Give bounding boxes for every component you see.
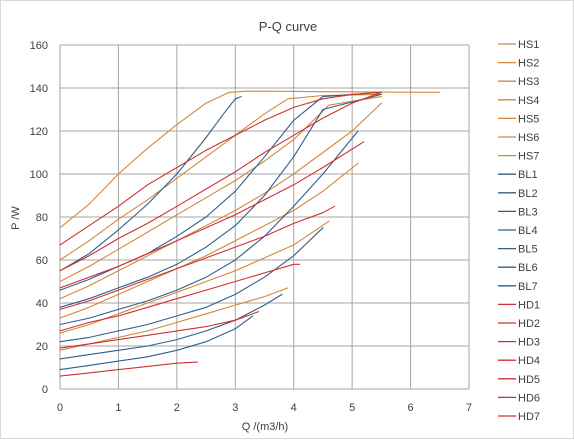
x-tick-label: 1 <box>115 402 121 414</box>
x-tick-label: 6 <box>408 402 414 414</box>
y-tick-label: 0 <box>42 384 48 396</box>
legend-label-bl2: BL2 <box>518 188 538 200</box>
legend-label-hd4: HD4 <box>518 355 540 367</box>
series-line-bl3 <box>59 93 382 308</box>
series-line-hs7 <box>59 287 289 351</box>
series-line-hs4 <box>59 102 382 300</box>
legend: HS1 HS2 HS3 HS4 HS5 HS6 HS7 BL1 BL2 BL3 BL4 BL5 BL6 B… <box>498 39 540 423</box>
x-axis-label: Q /(m3/h) <box>242 421 288 433</box>
grid-layer <box>59 44 470 390</box>
series-layer <box>59 90 441 377</box>
series-line-hs5 <box>59 162 359 319</box>
series-line-hd7 <box>59 361 198 377</box>
legend-label-hd3: HD3 <box>518 337 540 349</box>
legend-label-hs3: HS3 <box>518 76 539 88</box>
series-line-bl2 <box>59 91 382 291</box>
x-tick-label: 0 <box>57 402 63 414</box>
legend-label-hs7: HS7 <box>518 151 539 163</box>
series-line-hd5 <box>59 263 301 332</box>
legend-label-hs2: HS2 <box>518 58 539 70</box>
legend-label-bl5: BL5 <box>518 244 538 256</box>
y-tick-label: 40 <box>36 298 48 310</box>
legend-label-hd2: HD2 <box>518 318 540 330</box>
series-line-bl7 <box>59 315 254 371</box>
series-line-hd4 <box>59 205 336 310</box>
series-line-hs1 <box>59 90 441 229</box>
legend-label-bl6: BL6 <box>518 262 538 274</box>
y-tick-label: 100 <box>30 169 48 181</box>
y-tick-label: 140 <box>30 83 48 95</box>
legend-label-hd6: HD6 <box>518 392 540 404</box>
x-tick-label: 2 <box>174 402 180 414</box>
y-tick-label: 20 <box>36 341 48 353</box>
legend-label-hd5: HD5 <box>518 374 540 386</box>
series-line-bl5 <box>59 227 324 343</box>
series-line-hd1 <box>59 91 382 246</box>
series-line-hs6 <box>59 220 330 334</box>
tick-layer: 0 20 40 60 80 100 120 140 160 0 1 2 3 4 5 6 7 <box>30 40 472 414</box>
legend-label-hd1: HD1 <box>518 299 540 311</box>
series-line-hd6 <box>59 311 260 349</box>
legend-label-hs5: HS5 <box>518 113 539 125</box>
x-tick-label: 3 <box>232 402 238 414</box>
x-tick-label: 5 <box>349 402 355 414</box>
y-tick-label: 160 <box>30 40 48 52</box>
chart-title: P-Q curve <box>259 19 318 34</box>
legend-label-hd7: HD7 <box>518 411 540 423</box>
y-tick-label: 80 <box>36 212 48 224</box>
y-tick-label: 120 <box>30 126 48 138</box>
legend-label-bl1: BL1 <box>518 169 538 181</box>
series-line-bl1 <box>59 96 242 272</box>
series-line-hs2 <box>59 93 382 261</box>
series-line-bl4 <box>59 130 359 326</box>
series-line-hd2 <box>59 91 382 272</box>
series-line-hs3 <box>59 96 382 283</box>
legend-label-hs4: HS4 <box>518 95 539 107</box>
x-tick-label: 7 <box>466 402 472 414</box>
legend-label-hs1: HS1 <box>518 39 539 51</box>
legend-label-bl4: BL4 <box>518 225 538 237</box>
legend-label-bl7: BL7 <box>518 281 538 293</box>
legend-label-bl3: BL3 <box>518 206 538 218</box>
series-line-bl6 <box>59 293 283 360</box>
x-tick-label: 4 <box>291 402 297 414</box>
y-tick-label: 60 <box>36 255 48 267</box>
y-axis-label: P /W <box>10 206 22 230</box>
legend-label-hs6: HS6 <box>518 132 539 144</box>
series-line-hd3 <box>59 141 365 289</box>
